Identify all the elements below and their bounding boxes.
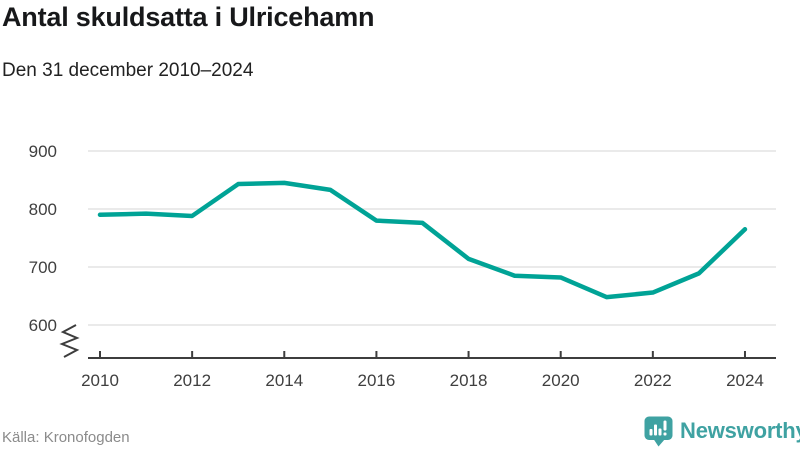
y-tick-label: 900: [29, 142, 57, 161]
x-tick-label: 2022: [634, 371, 672, 390]
data-line: [97, 180, 748, 300]
x-tick-label: 2010: [81, 371, 119, 390]
x-tick-label: 2014: [265, 371, 303, 390]
y-tick-label: 600: [29, 316, 57, 335]
x-tick-label: 2016: [358, 371, 396, 390]
line-chart: 600 700 800 900 2010 2012 2014 2016 2018 2020 2022…: [0, 118, 800, 410]
chart-subtitle: Den 31 december 2010–2024: [2, 60, 254, 81]
x-tick-label: 2020: [542, 371, 580, 390]
source-note: Källa: Kronofogden: [2, 429, 130, 446]
y-tick-label: 700: [29, 258, 57, 277]
chart-title: Antal skuldsatta i Ulricehamn: [2, 2, 375, 32]
y-tick-label: 800: [29, 200, 57, 219]
newsworthy-wordmark: Newsworthy: [680, 418, 800, 443]
x-tick-label: 2012: [173, 371, 211, 390]
x-tick-label: 2018: [450, 371, 488, 390]
x-tick-label: 2024: [726, 371, 764, 390]
line-chart-canvas: 600 700 800 900 2010 2012 2014 2016 2018 2020 2022…: [29, 142, 776, 390]
newsworthy-logo: Newsworthy: [644, 415, 800, 447]
axis-break-icon: [59, 324, 80, 358]
newsworthy-icon: [644, 416, 673, 446]
